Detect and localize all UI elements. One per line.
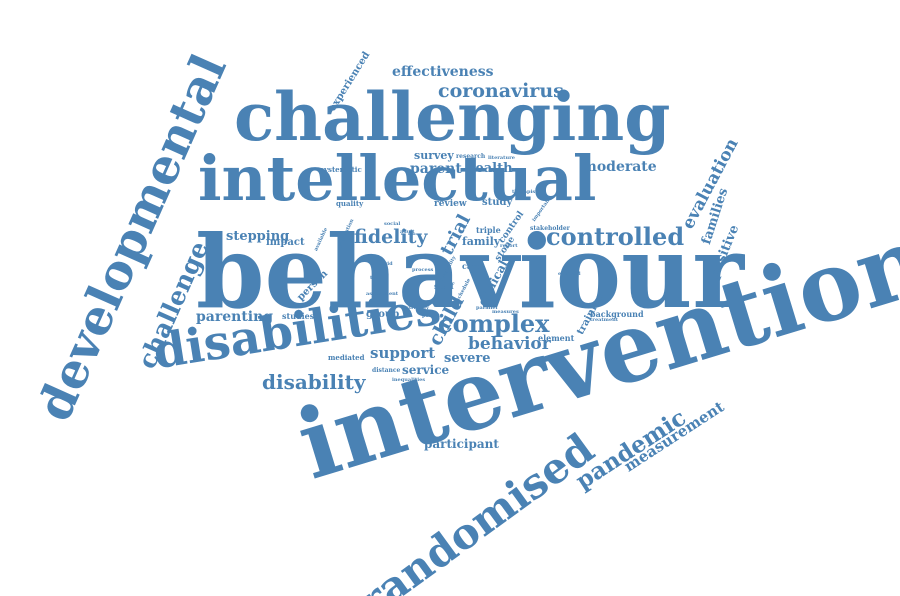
word-inequalities: inequalities bbox=[392, 377, 426, 383]
word-systematic: systematic bbox=[320, 165, 362, 174]
word-study: study bbox=[482, 197, 513, 208]
word-family: family bbox=[462, 235, 501, 248]
word-survey: survey bbox=[414, 149, 454, 162]
word-element: element bbox=[538, 333, 575, 343]
word-strategy: strategy bbox=[406, 305, 429, 311]
word-adult: adult bbox=[400, 229, 415, 235]
word-social: social bbox=[384, 221, 401, 227]
word-moderate: moderate bbox=[582, 159, 657, 175]
word-challenging: challenging bbox=[234, 78, 671, 156]
word-background: background bbox=[590, 309, 644, 319]
word-fidelity: fidelity bbox=[354, 226, 428, 248]
word-severe: severe bbox=[444, 351, 491, 366]
word-health: health bbox=[466, 161, 513, 176]
word-care: care bbox=[462, 261, 482, 271]
word-mediated: mediated bbox=[328, 353, 365, 362]
word-tool: tool bbox=[370, 275, 381, 281]
word-triple: triple bbox=[476, 225, 501, 235]
word-parenting: parenting bbox=[196, 309, 274, 325]
word-distance: distance bbox=[372, 367, 401, 374]
word-measures: measures bbox=[492, 309, 519, 315]
word-stepping: stepping bbox=[226, 229, 290, 244]
word-participant: participant bbox=[424, 437, 499, 451]
word-report: report bbox=[500, 243, 518, 249]
word-therapist: therapist bbox=[512, 189, 538, 195]
word-research: research bbox=[456, 153, 486, 160]
word-studies: studies bbox=[282, 311, 315, 321]
word-parallel: parallel bbox=[476, 305, 498, 311]
word-behaviour: behaviour bbox=[196, 213, 745, 331]
word-stakeholder: stakeholder bbox=[530, 225, 570, 232]
word-intellectual: intellectual bbox=[198, 142, 597, 215]
word-literature: literature bbox=[488, 155, 515, 161]
word-service: service bbox=[402, 363, 450, 377]
word-behavior: behavior bbox=[468, 334, 551, 354]
word-controlled: controlled bbox=[546, 222, 685, 251]
word-coronavirus: coronavirus bbox=[438, 80, 564, 102]
word-england: england bbox=[558, 271, 581, 277]
word-quality: quality bbox=[336, 199, 364, 208]
word-covid: covid bbox=[378, 261, 393, 267]
word-staff: staff bbox=[434, 281, 454, 291]
word-complex: complex bbox=[438, 309, 550, 338]
word-assessment: assessment bbox=[366, 291, 399, 297]
word-disability: disability bbox=[262, 370, 366, 394]
word-group: group bbox=[366, 309, 400, 320]
word-parent: parent bbox=[410, 161, 462, 177]
word-impact: impact bbox=[266, 237, 305, 248]
word-poverty: poverty bbox=[422, 313, 443, 319]
word-support: support bbox=[370, 344, 436, 362]
word-effectiveness: effectiveness bbox=[392, 64, 494, 80]
word-treatment: treatment bbox=[590, 317, 619, 323]
word-review: review bbox=[434, 199, 467, 209]
word-process: process bbox=[412, 267, 434, 273]
